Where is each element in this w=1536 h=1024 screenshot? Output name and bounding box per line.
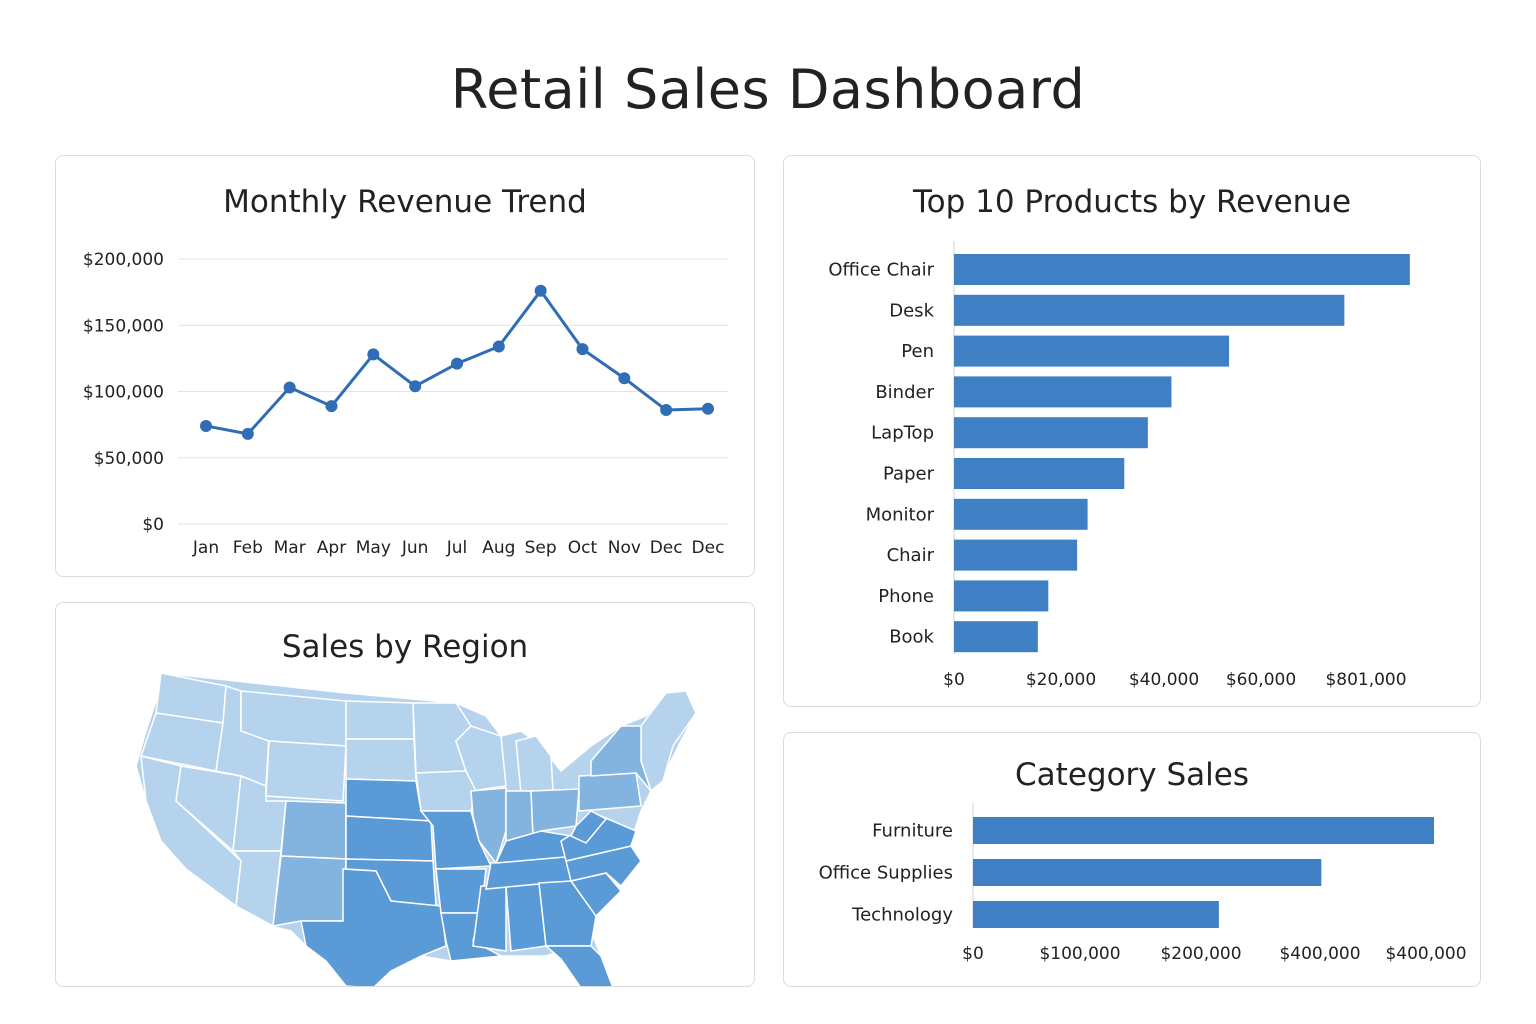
category-label: Technology [851, 905, 953, 926]
category-label: Desk [889, 300, 934, 321]
bar [954, 294, 1345, 326]
x-tick-label: Jun [401, 538, 429, 558]
region-west-virginia [569, 810, 608, 844]
x-tick-label: Apr [317, 538, 346, 558]
x-tick-label: Nov [608, 538, 641, 558]
region-colorado [280, 800, 347, 860]
category-label: LapTop [871, 423, 934, 444]
top-products-card: Top 10 Products by Revenue Office Chair D… [783, 155, 1481, 707]
data-point [576, 343, 589, 356]
data-point [409, 380, 422, 393]
sales-by-region-card: Sales by Region [55, 602, 755, 987]
category-label: Furniture [872, 821, 953, 842]
x-tick-label: Oct [568, 538, 598, 558]
x-tick-label: $0 [962, 944, 984, 964]
bar [954, 254, 1410, 285]
x-tick-label: Dec [692, 538, 725, 558]
region-michigan [515, 735, 554, 794]
x-tick-label: $801,000 [1325, 670, 1406, 690]
top-products-title: Top 10 Products by Revenue [912, 184, 1352, 220]
category-label: Office Chair [828, 260, 934, 281]
x-tick-label: $400,000 [1385, 944, 1466, 964]
bar [954, 376, 1172, 408]
monthly-revenue-card: Monthly Revenue Trend $0 $50,000 $100,000 $… [55, 155, 755, 577]
region-south-dakota [345, 738, 417, 782]
region-texas [300, 868, 447, 986]
category-sales-title: Category Sales [1015, 757, 1249, 793]
x-tick-label: Dec [650, 538, 683, 558]
top-products-chart: Office Chair Desk Pen Binder LapTop Paper Moni… [828, 241, 1410, 690]
region-florida [543, 945, 614, 986]
x-tick-label: $400,000 [1279, 944, 1360, 964]
bar [954, 335, 1230, 367]
category-sales-card: Category Sales Furniture Office Supplies T… [783, 732, 1481, 987]
monthly-revenue-chart: $0 $50,000 $100,000 $150,000 $200,000 Jan Feb M… [83, 250, 728, 558]
sales-by-region-title: Sales by Region [281, 629, 529, 665]
x-tick-label: Aug [482, 538, 515, 558]
region-new-york [590, 725, 652, 792]
region-arizona [231, 850, 282, 928]
data-point [451, 357, 463, 370]
category-label: Binder [875, 382, 934, 403]
data-point [367, 348, 380, 361]
region-ohio [530, 788, 580, 838]
category-label: Office Supplies [819, 863, 953, 884]
bar [973, 817, 1435, 844]
x-tick-label: $20,000 [1026, 670, 1096, 690]
monthly-revenue-title: Monthly Revenue Trend [223, 184, 587, 220]
region-indiana [505, 790, 534, 842]
x-tick-label: $200,000 [1160, 944, 1241, 964]
bar [973, 859, 1322, 886]
data-point [241, 427, 254, 440]
bar [954, 417, 1148, 449]
data-point [200, 419, 212, 432]
x-tick-label: $60,000 [1226, 670, 1296, 690]
category-label: Monitor [866, 504, 935, 525]
region-kentucky [494, 830, 577, 864]
x-tick-label: May [356, 538, 391, 558]
y-tick-label: $100,000 [83, 383, 164, 403]
bar [954, 621, 1038, 653]
x-tick-label: $100,000 [1039, 944, 1120, 964]
bar [954, 539, 1078, 571]
category-label: Book [889, 627, 934, 648]
y-tick-label: $50,000 [94, 449, 164, 469]
x-tick-label: Feb [233, 538, 263, 558]
category-label: Paper [883, 464, 935, 485]
y-tick-label: $150,000 [83, 316, 164, 336]
data-point [534, 284, 547, 297]
category-label: Pen [901, 341, 934, 362]
bar [954, 458, 1125, 489]
category-sales-chart: Furniture Office Supplies Technology $0 $100… [819, 803, 1467, 964]
bar [973, 901, 1219, 928]
bar [954, 580, 1049, 612]
region-new-england [640, 690, 697, 793]
us-region-map [135, 672, 697, 986]
x-tick-label: $0 [943, 670, 965, 690]
region-kansas [345, 815, 434, 862]
data-point [618, 372, 631, 385]
category-label: Phone [878, 586, 934, 607]
x-tick-label: Jul [446, 538, 468, 558]
x-tick-label: Mar [274, 538, 306, 558]
category-label: Chair [887, 545, 935, 566]
data-point [660, 404, 673, 417]
bar [954, 498, 1088, 530]
region-wyoming [265, 740, 347, 802]
x-tick-label: $40,000 [1129, 670, 1199, 690]
region-iowa [415, 770, 477, 812]
data-point [325, 400, 338, 413]
x-tick-label: Jan [192, 538, 219, 558]
region-north-dakota [345, 700, 415, 740]
region-pennsylvania [578, 772, 642, 812]
y-tick-label: $200,000 [83, 250, 164, 270]
x-tick-label: Sep [525, 538, 557, 558]
y-tick-label: $0 [142, 515, 164, 535]
page-title: Retail Sales Dashboard [450, 58, 1086, 121]
data-point [283, 381, 296, 394]
region-new-mexico [272, 855, 347, 927]
data-point [702, 402, 714, 415]
data-point [492, 340, 505, 353]
